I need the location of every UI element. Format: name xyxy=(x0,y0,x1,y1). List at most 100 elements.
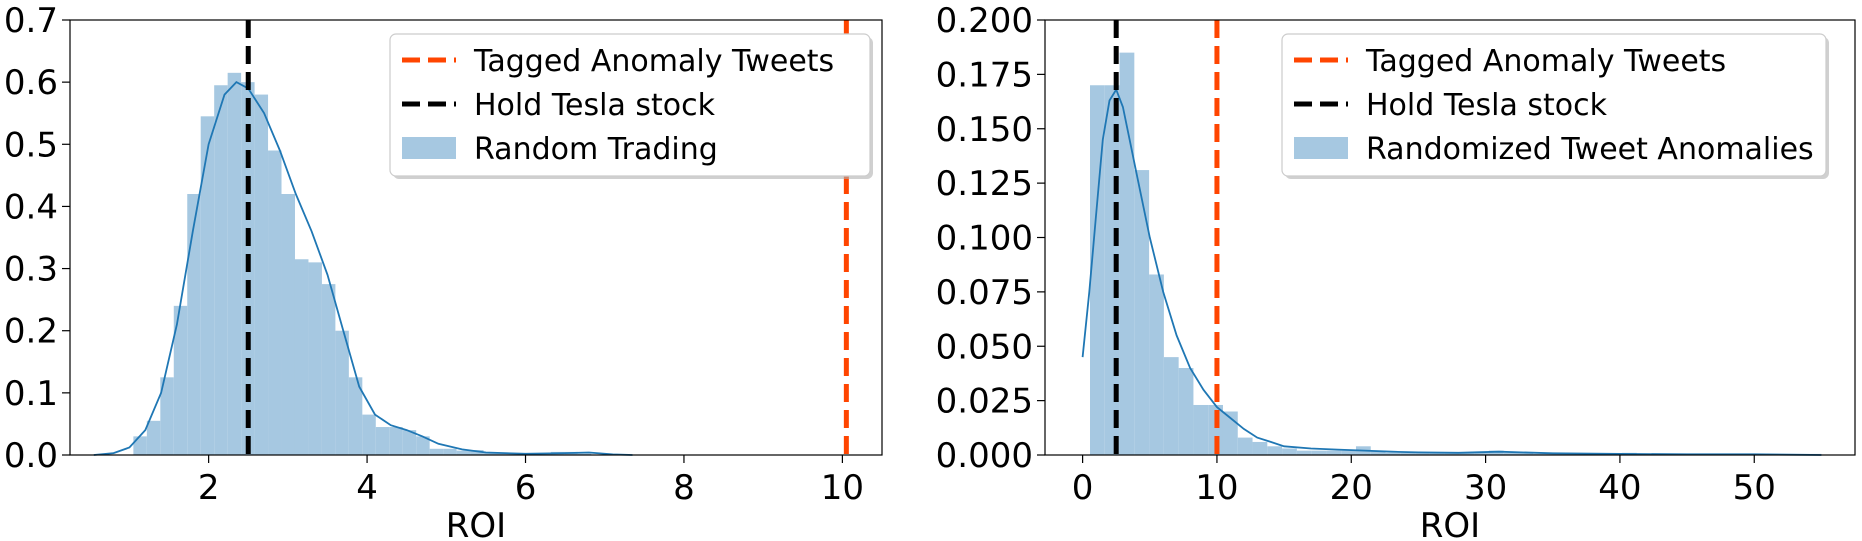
histogram-bar xyxy=(146,420,161,455)
histogram-bar xyxy=(1385,452,1401,455)
histogram-bar xyxy=(214,85,228,455)
histogram-bar xyxy=(268,150,282,455)
histogram-bar xyxy=(443,448,457,455)
y-tick-label: 0.5 xyxy=(4,125,58,165)
legend-box xyxy=(1281,33,1827,177)
histogram-bar xyxy=(1429,452,1445,455)
histogram-bar xyxy=(416,436,430,455)
histogram-bar xyxy=(254,94,269,456)
x-tick-label: 10 xyxy=(1195,468,1238,508)
histogram-bar xyxy=(1178,368,1194,455)
y-tick-label: 0.150 xyxy=(936,110,1033,150)
y-tick-label: 0.050 xyxy=(936,327,1033,367)
legend-box xyxy=(389,33,871,177)
x-tick-label: 4 xyxy=(356,468,378,508)
histogram-bar xyxy=(1267,446,1283,455)
histogram-bar xyxy=(281,194,295,455)
histogram-bar xyxy=(1503,452,1519,455)
x-tick-label: 40 xyxy=(1598,468,1641,508)
histogram-bar xyxy=(1296,450,1312,455)
axes-frame xyxy=(69,19,883,456)
histogram-bar xyxy=(456,450,471,455)
y-tick-label: 0.125 xyxy=(936,164,1033,204)
histogram-bar xyxy=(1163,357,1179,455)
histogram-bar xyxy=(483,453,497,455)
histogram-bar xyxy=(1474,452,1489,455)
legend-label: Tagged Anomaly Tweets xyxy=(1365,44,1726,79)
histogram-bar xyxy=(1326,450,1342,455)
histogram-bar xyxy=(1518,452,1534,455)
y-tick-label: 0.6 xyxy=(4,63,58,103)
y-tick-label: 0.4 xyxy=(4,187,58,227)
histogram-bar xyxy=(389,427,403,455)
legend: Tagged Anomaly Tweets Hold Tesla stock Ran… xyxy=(389,33,873,179)
y-tick-label: 0.2 xyxy=(4,312,58,352)
y-tick-label: 0.175 xyxy=(936,55,1033,95)
y-tick-label: 0.075 xyxy=(936,273,1033,313)
histogram-bar xyxy=(1119,52,1135,455)
legend-label: Random Trading xyxy=(474,132,718,167)
chart-panel-1: 2 4 6 8 10 0.0 0.1 0.2 0.3 0.4 0.5 0.6 0.7 ROI Tagged … xyxy=(4,1,883,541)
histogram-bar xyxy=(348,377,363,455)
histogram-bar xyxy=(200,116,215,456)
histogram-bar xyxy=(1222,411,1238,455)
x-tick-label: 2 xyxy=(198,468,220,508)
legend-swatch xyxy=(1294,137,1348,159)
legend-label: Randomized Tweet Anomalies xyxy=(1366,132,1814,167)
legend-label: Tagged Anomaly Tweets xyxy=(473,44,834,79)
y-tick-label: 0.7 xyxy=(4,1,58,41)
histogram-bar xyxy=(308,262,322,455)
x-tick-label: 10 xyxy=(821,468,864,508)
histogram-bar xyxy=(577,453,592,455)
legend: Tagged Anomaly Tweets Hold Tesla stock Ran… xyxy=(1281,33,1829,179)
histogram-bar xyxy=(1341,450,1356,455)
histogram-bar xyxy=(1134,170,1150,455)
histogram-bar xyxy=(496,453,511,455)
y-tick-label: 0.025 xyxy=(936,382,1033,422)
kde-curve xyxy=(1081,87,1822,456)
histogram-bar xyxy=(1149,274,1164,455)
histogram-bar xyxy=(375,427,390,455)
histogram-bar xyxy=(1237,437,1253,455)
histogram-bar xyxy=(1090,85,1105,455)
histogram-bar xyxy=(173,305,188,455)
histogram-bar xyxy=(1400,452,1416,455)
y-tick-label: 0.0 xyxy=(4,436,58,476)
histogram-bar xyxy=(362,414,376,455)
histogram-bar xyxy=(1311,450,1327,455)
histogram-bar xyxy=(429,448,444,455)
histogram-bar xyxy=(187,194,201,455)
y-tick-label: 0.3 xyxy=(4,250,58,290)
x-tick-label: 6 xyxy=(515,468,537,508)
y-tick-label: 0.200 xyxy=(936,1,1033,41)
x-tick-label: 0 xyxy=(1072,468,1094,508)
legend-label: Hold Tesla stock xyxy=(1366,88,1608,123)
histogram-bar xyxy=(335,330,349,455)
x-tick-label: 8 xyxy=(673,468,695,508)
y-tick-label: 0.100 xyxy=(936,219,1033,259)
histogram-bar xyxy=(1444,452,1460,455)
histogram-bar xyxy=(133,436,147,455)
histogram-bar xyxy=(470,450,484,455)
histogram-bar xyxy=(1488,450,1504,455)
histogram-bar xyxy=(321,284,336,455)
legend-label: Hold Tesla stock xyxy=(474,88,716,123)
histogram-bar xyxy=(1252,441,1268,455)
legend-swatch xyxy=(402,137,456,159)
x-tick-label: 50 xyxy=(1733,468,1776,508)
x-tick-label: 20 xyxy=(1330,468,1373,508)
y-tick-label: 0.1 xyxy=(4,374,58,414)
x-axis-label: ROI xyxy=(1420,506,1480,541)
x-axis-label: ROI xyxy=(446,506,506,541)
histogram-bar xyxy=(294,259,309,455)
histogram-bar xyxy=(537,453,551,455)
histogram-bar xyxy=(402,430,417,455)
histogram-bar xyxy=(1370,450,1386,455)
histogram-bar xyxy=(1282,448,1297,455)
x-tick-label: 30 xyxy=(1464,468,1507,508)
chart-panel-2: 0 10 20 30 40 50 0.000 0.025 0.050 0.075 0.100 0.12… xyxy=(936,1,1856,541)
histogram-bar xyxy=(227,72,242,456)
histogram-bar xyxy=(1415,452,1430,455)
kde-curve xyxy=(93,80,633,456)
